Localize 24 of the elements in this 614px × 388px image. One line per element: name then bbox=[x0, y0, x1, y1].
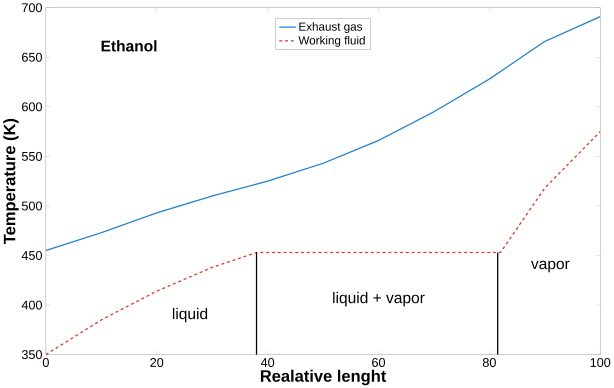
x-tick-label: 0 bbox=[42, 358, 49, 367]
x-tick-label: 80 bbox=[482, 358, 496, 367]
annotation: liquid bbox=[172, 308, 208, 322]
x-tick-label: 40 bbox=[260, 358, 274, 367]
x-tick-label: 100 bbox=[590, 358, 610, 367]
line-series bbox=[46, 130, 600, 354]
annotation: Ethanol bbox=[102, 40, 156, 52]
y-tick-label: 600 bbox=[22, 102, 42, 112]
y-tick-label: 700 bbox=[22, 3, 42, 12]
y-tick-label: 500 bbox=[22, 201, 42, 210]
annotation: liquid + vapor bbox=[333, 292, 425, 306]
y-tick-label: 400 bbox=[22, 300, 42, 310]
annotation: vapor bbox=[530, 260, 570, 272]
legend-label: Exhaust gas bbox=[299, 22, 362, 33]
x-tick-label: 60 bbox=[372, 358, 386, 367]
y-tick-label: 650 bbox=[22, 52, 42, 62]
y-tick-label: 550 bbox=[22, 152, 42, 161]
y-tick-label: 450 bbox=[22, 250, 42, 260]
y-tick-label: 350 bbox=[22, 350, 42, 359]
legend-label: Working fluid bbox=[298, 36, 365, 47]
x-axis-title: Realative lenght bbox=[260, 370, 386, 385]
x-tick-label: 20 bbox=[150, 358, 164, 367]
line-series bbox=[46, 16, 600, 251]
y-axis-title: Temperature (K) bbox=[3, 118, 19, 244]
